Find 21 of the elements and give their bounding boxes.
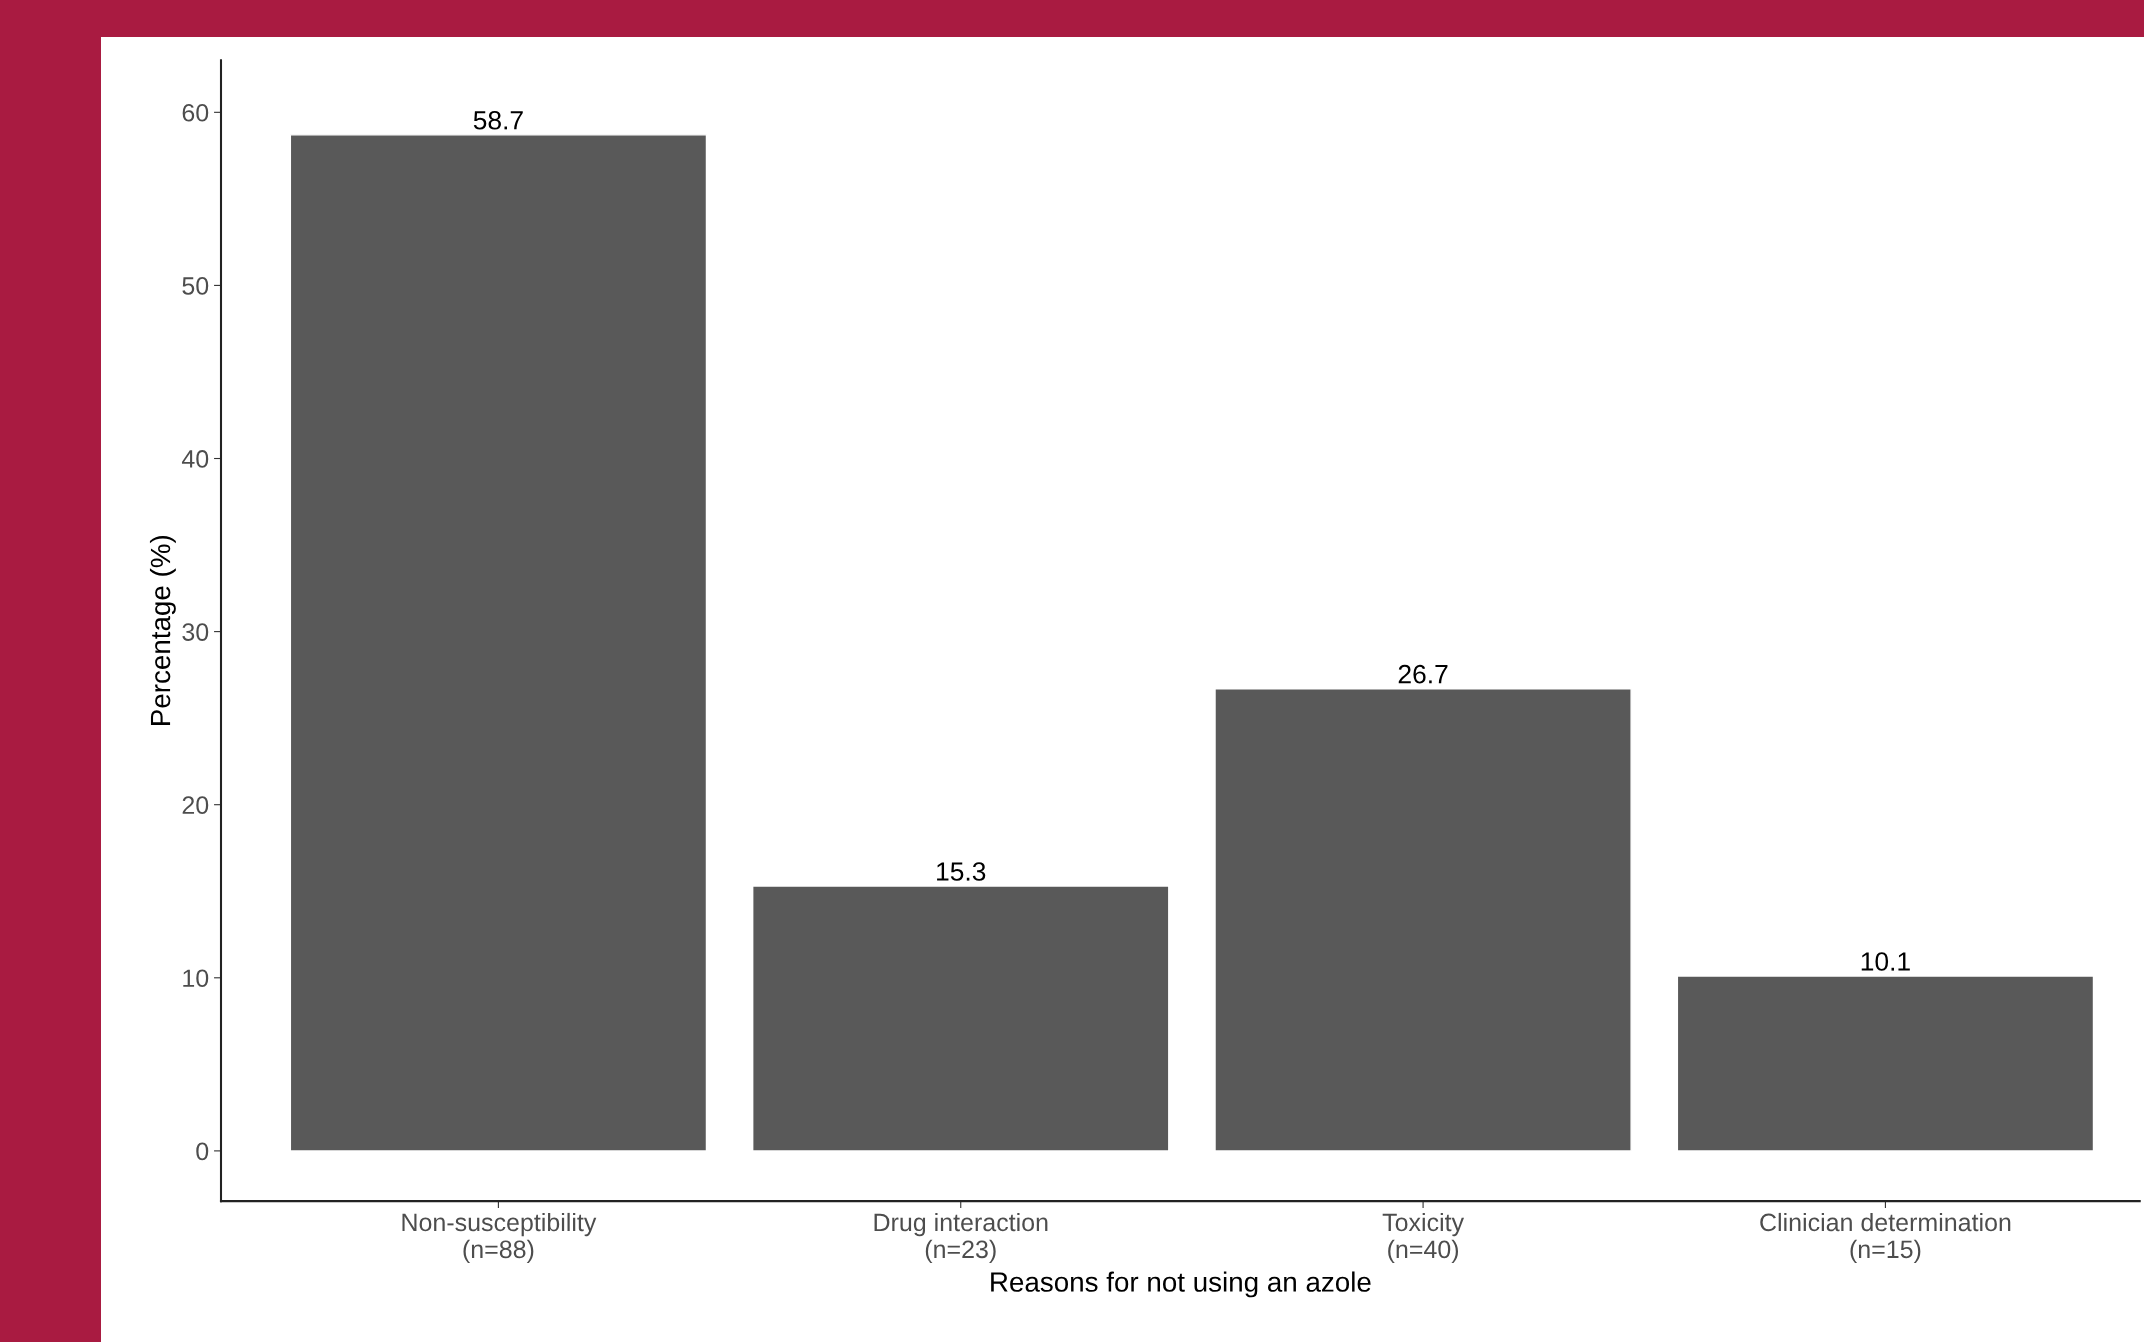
y-tick-label: 50	[182, 277, 209, 295]
x-axis-title: Reasons for not using an azole	[991, 1271, 1371, 1298]
x-tick-label: Drug interaction (n=23)	[874, 1212, 1048, 1264]
bar	[289, 134, 708, 1152]
x-tick-label: Clinician determination (n=15)	[1760, 1212, 2011, 1264]
data-label: 26.7	[1398, 664, 1448, 684]
bar	[751, 885, 1170, 1152]
y-tick-label: 20	[182, 796, 209, 815]
x-tick-label: Toxicity (n=40)	[1382, 1212, 1465, 1264]
x-tick-label: Non-susceptibility (n=88)	[402, 1212, 597, 1264]
y-tick-label: 10	[183, 969, 209, 988]
y-tick-label: 0	[196, 1142, 209, 1161]
bar	[1676, 975, 2095, 1152]
data-label: 58.7	[473, 110, 523, 130]
y-tick-label: 60	[182, 103, 209, 122]
bar	[1214, 688, 1632, 1152]
data-label: 15.3	[937, 862, 986, 881]
data-label: 10.1	[1861, 952, 1910, 971]
y-axis-title: Percentage (%)	[149, 535, 176, 725]
y-tick-label: 40	[181, 450, 209, 468]
y-tick-label: 30	[182, 623, 209, 641]
